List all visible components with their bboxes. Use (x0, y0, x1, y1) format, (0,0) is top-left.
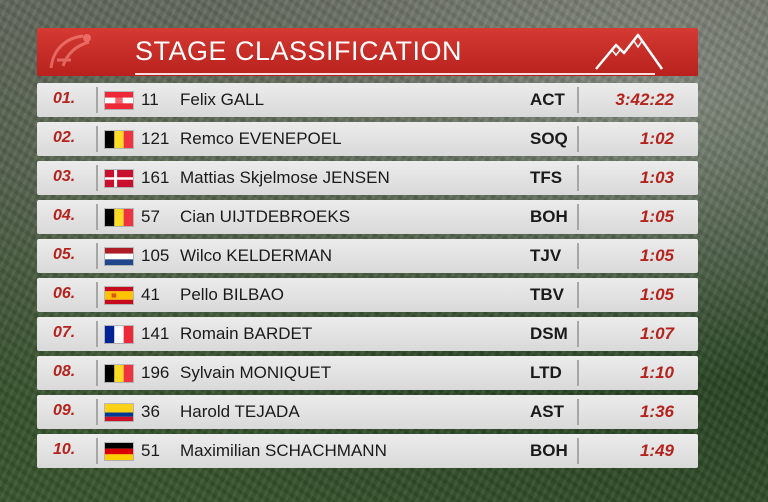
rank-label: 02. (53, 129, 76, 146)
bib-number: 57 (141, 207, 160, 226)
race-logo-icon (49, 34, 91, 69)
rider-name: Felix GALL (180, 90, 265, 109)
france-flag-icon (105, 326, 133, 343)
rider-name: Romain BARDET (180, 324, 313, 343)
team-code: BOH (530, 207, 568, 226)
bib-number: 121 (141, 129, 170, 148)
rider-name: Wilco KELDERMAN (180, 246, 333, 265)
stage-classification-panel: STAGE CLASSIFICATION 01. 11 Felix GALL ACT 3… (37, 28, 698, 468)
team-code: LTD (530, 363, 562, 382)
rank-label: 01. (53, 90, 76, 107)
row-divider (96, 243, 98, 269)
row-divider (577, 282, 579, 308)
classification-row: 01. 11 Felix GALL ACT 3:42:22 (37, 83, 698, 117)
row-divider (96, 321, 98, 347)
row-divider (96, 399, 98, 425)
classification-row: 04. 57 Cian UIJTDEBROEKS BOH 1:05 (37, 200, 698, 234)
classification-row: 10. 51 Maximilian SCHACHMANN BOH 1:49 (37, 434, 698, 468)
time-gap: 1:05 (639, 207, 674, 226)
rider-name: Maximilian SCHACHMANN (180, 441, 387, 460)
team-code: SOQ (530, 129, 568, 148)
row-divider (96, 126, 98, 152)
rank-label: 05. (53, 246, 76, 263)
row-divider (577, 243, 579, 269)
bib-number: 196 (141, 363, 170, 382)
bib-number: 51 (141, 441, 160, 460)
rank-label: 03. (53, 168, 76, 185)
classification-row: 02. 121 Remco EVENEPOEL SOQ 1:02 (37, 122, 698, 156)
row-divider (96, 87, 98, 113)
bib-number: 141 (141, 324, 170, 343)
row-divider (96, 165, 98, 191)
classification-row: 03. 161 Mattias Skjelmose JENSEN TFS 1:03 (37, 161, 698, 195)
row-divider (577, 87, 579, 113)
rider-name: Mattias Skjelmose JENSEN (180, 168, 390, 187)
team-code: BOH (530, 441, 568, 460)
time-gap: 1:02 (639, 129, 674, 148)
row-divider (577, 321, 579, 347)
mountain-icon (595, 33, 664, 70)
classification-row: 07. 141 Romain BARDET DSM 1:07 (37, 317, 698, 351)
rider-name: Pello BILBAO (180, 285, 284, 304)
rider-name: Harold TEJADA (180, 402, 300, 421)
page-title: STAGE CLASSIFICATION (135, 36, 463, 66)
belgium-flag-icon (105, 365, 133, 382)
team-code: TBV (530, 285, 564, 304)
classification-row: 08. 196 Sylvain MONIQUET LTD 1:10 (37, 356, 698, 390)
time-gap: 1:36 (639, 402, 674, 421)
bib-number: 36 (141, 402, 160, 421)
team-code: AST (530, 402, 564, 421)
belgium-flag-icon (105, 209, 133, 226)
classification-row: 09. 36 Harold TEJADA AST 1:36 (37, 395, 698, 429)
time-gap: 1:49 (639, 441, 674, 460)
rider-name: Cian UIJTDEBROEKS (180, 207, 351, 226)
time-gap: 3:42:22 (615, 90, 674, 109)
row-divider (577, 165, 579, 191)
netherlands-flag-icon (105, 248, 133, 265)
classification-row: 05. 105 Wilco KELDERMAN TJV 1:05 (37, 239, 698, 273)
team-code: TFS (530, 168, 563, 187)
rank-label: 07. (53, 324, 76, 341)
time-gap: 1:05 (639, 246, 674, 265)
bib-number: 105 (141, 246, 170, 265)
row-divider (96, 360, 98, 386)
rider-name: Sylvain MONIQUET (180, 363, 332, 382)
team-code: TJV (530, 246, 562, 265)
row-divider (96, 204, 98, 230)
rank-label: 10. (53, 441, 76, 458)
time-gap: 1:07 (639, 324, 674, 343)
rank-label: 04. (53, 207, 76, 224)
row-divider (96, 282, 98, 308)
austria-flag-icon (105, 92, 133, 109)
bib-number: 11 (141, 90, 159, 109)
spain-flag-icon (105, 287, 133, 304)
time-gap: 1:10 (639, 363, 674, 382)
row-divider (577, 399, 579, 425)
time-gap: 1:03 (639, 168, 674, 187)
row-divider (577, 204, 579, 230)
title-underline (135, 73, 655, 75)
classification-row: 06. 41 Pello BILBAO TBV 1:05 (37, 278, 698, 312)
rider-name: Remco EVENEPOEL (180, 129, 342, 148)
colombia-flag-icon (105, 404, 133, 421)
germany-flag-icon (105, 443, 133, 460)
denmark-flag-icon (105, 170, 133, 187)
rank-label: 06. (53, 285, 76, 302)
panel-header: STAGE CLASSIFICATION (37, 28, 698, 76)
team-code: ACT (530, 90, 565, 109)
row-divider (577, 438, 579, 464)
bib-number: 41 (141, 285, 160, 304)
rank-label: 09. (53, 402, 76, 419)
team-code: DSM (530, 324, 568, 343)
belgium-flag-icon (105, 131, 133, 148)
row-divider (577, 360, 579, 386)
row-divider (577, 126, 579, 152)
rank-label: 08. (53, 363, 76, 380)
row-divider (96, 438, 98, 464)
time-gap: 1:05 (639, 285, 674, 304)
bib-number: 161 (141, 168, 170, 187)
